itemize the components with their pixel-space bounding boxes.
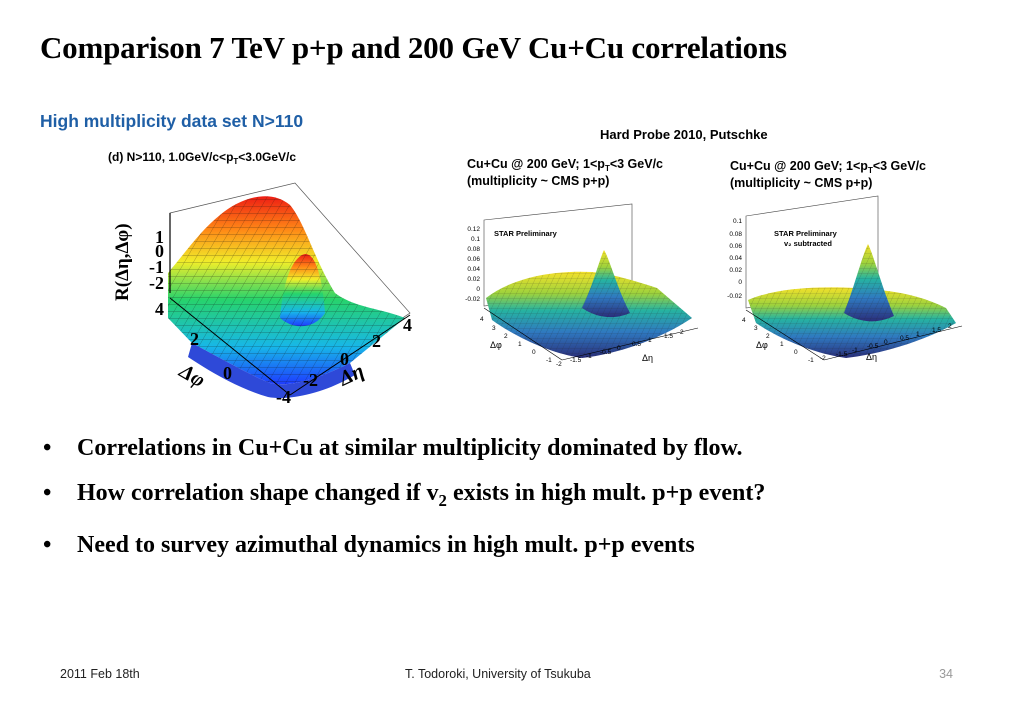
figure-left-phi-tick: 4 [155, 299, 164, 319]
figure-mid-ztick: 0 [476, 286, 480, 293]
figure-mid-caption-2: (multiplicity ~ CMS p+p) [467, 174, 609, 188]
figure-left-ztick: -2 [149, 273, 164, 293]
footer-page-number: 34 [939, 667, 953, 681]
figure-mid-phi-tick: 1 [518, 341, 522, 348]
figure-right-inner-label: STAR Preliminary [774, 229, 838, 238]
figure-right-ztick: 0.02 [729, 267, 742, 274]
figure-mid-eta-tick: -2 [556, 361, 562, 368]
figure-left-pp-correlation: (d) N>110, 1.0GeV/c<pT<3.0GeV/c 1 0 -1 -… [100, 143, 430, 413]
figure-mid-cucu-correlation: Cu+Cu @ 200 GeV; 1<pT<3 GeV/c (multiplic… [452, 148, 710, 373]
figure-right-eta-tick: -2 [820, 355, 826, 362]
figure-right-ztick: 0.04 [729, 255, 742, 262]
figure-left-ztick: 1 [155, 227, 164, 247]
figure-left-eta-tick: 4 [403, 315, 412, 335]
figure-right-eta-tick: -1 [852, 347, 858, 354]
figure-mid-phi-tick: 3 [492, 325, 496, 332]
figure-right-phi-tick: -1 [808, 357, 814, 364]
figure-mid-eta-tick: 1.5 [664, 333, 673, 340]
figure-right-ztick: 0.06 [729, 243, 742, 250]
figure-mid-ztick: 0.04 [467, 266, 480, 273]
figure-right-eta-tick: 1 [916, 331, 920, 338]
slide-subtitle: High multiplicity data set N>110 [40, 111, 304, 131]
figure-left-zlabel: R(Δη,Δφ) [112, 223, 133, 301]
figure-mid-phi-tick: -1 [546, 357, 552, 364]
figure-mid-eta-tick: 0.5 [632, 341, 641, 348]
figure-right-eta-tick: -0.5 [867, 343, 879, 350]
figure-mid-ztick: 0.12 [467, 226, 480, 233]
figure-left-eta-tick: -4 [276, 387, 291, 407]
slide-title: Comparison 7 TeV p+p and 200 GeV Cu+Cu c… [40, 30, 787, 65]
figure-right-phi-label: Δφ [756, 340, 768, 350]
figure-left-panel-label: (d) N>110, 1.0GeV/c<pT<3.0GeV/c [108, 150, 296, 166]
figure-right-eta-label: Δη [866, 352, 877, 362]
figure-mid-caption-1: Cu+Cu @ 200 GeV; 1<pT<3 GeV/c [467, 157, 663, 173]
figure-mid-phi-tick: 2 [504, 333, 508, 340]
figure-mid-ztick: -0.02 [465, 296, 480, 303]
figure-mid-ztick: 0.08 [467, 246, 480, 253]
figure-right-caption-1: Cu+Cu @ 200 GeV; 1<pT<3 GeV/c [730, 159, 926, 175]
figure-mid-eta-tick: 1 [648, 337, 652, 344]
figure-left-eta-tick: 0 [340, 349, 349, 369]
figure-right-ztick: 0.08 [729, 231, 742, 238]
bullet-item: • Need to survey azimuthal dynamics in hi… [40, 523, 765, 568]
bullet-dot-icon: • [43, 480, 52, 506]
figure-right-eta-tick: 0.5 [900, 335, 909, 342]
figure-left-svg: (d) N>110, 1.0GeV/c<pT<3.0GeV/c 1 0 -1 -… [108, 150, 412, 407]
figure-mid-svg: Cu+Cu @ 200 GeV; 1<pT<3 GeV/c (multiplic… [465, 157, 699, 368]
figure-left-phi-tick: 2 [190, 329, 199, 349]
figure-right-inner-label-2: v₂ subtracted [784, 239, 832, 248]
figure-right-phi-tick: 2 [766, 333, 770, 340]
bullet-dot-icon: • [43, 435, 52, 461]
footer-author: T. Todoroki, University of Tsukuba [405, 667, 591, 681]
figure-left-phi-tick: 0 [223, 363, 232, 383]
figure-right-eta-tick: -1.5 [836, 351, 848, 358]
figure-right-ztick: 0.1 [733, 218, 742, 225]
figure-left-base [188, 343, 355, 399]
bullet-list: • Correlations in Cu+Cu at similar multip… [40, 426, 765, 568]
figure-mid-ztick: 0.1 [471, 236, 480, 243]
bullet-dot-icon: • [43, 531, 52, 558]
figure-mid-eta-label: Δη [642, 353, 653, 363]
figure-right-phi-tick: 3 [754, 325, 758, 332]
figure-mid-ztick: 0.02 [467, 276, 480, 283]
figure-right-ztick: 0 [738, 279, 742, 286]
bullet-item: • Correlations in Cu+Cu at similar multip… [40, 426, 765, 471]
figure-left-eta-tick: -2 [303, 370, 318, 390]
figure-right-ztick: -0.02 [727, 293, 742, 300]
bullet-item: • How correlation shape changed if v2 exi… [40, 471, 765, 523]
figure-right-eta-tick: 0 [884, 339, 888, 346]
figure-credit: Hard Probe 2010, Putschke [600, 127, 768, 142]
figure-right-eta-tick: 1.5 [932, 327, 941, 334]
figure-left-ztick: -1 [149, 257, 164, 277]
figure-right-eta-tick: 2 [948, 323, 952, 330]
figure-mid-inner-label: STAR Preliminary [494, 229, 558, 238]
figure-mid-ztick: 0.06 [467, 256, 480, 263]
figure-right-cucu-v2-subtracted: Cu+Cu @ 200 GeV; 1<pT<3 GeV/c (multiplic… [716, 148, 974, 373]
figure-left-eta-tick: 2 [372, 331, 381, 351]
figure-mid-phi-tick: 0 [532, 349, 536, 356]
figure-right-phi-tick: 4 [742, 317, 746, 324]
figure-mid-phi-tick: 4 [480, 316, 484, 323]
figure-mid-eta-tick: -1.5 [570, 357, 582, 364]
figure-left-ztick: 0 [155, 241, 164, 261]
figure-right-svg: Cu+Cu @ 200 GeV; 1<pT<3 GeV/c (multiplic… [727, 159, 963, 364]
figure-mid-eta-tick: -0.5 [600, 349, 612, 356]
figure-right-caption-2: (multiplicity ~ CMS p+p) [730, 176, 872, 190]
figure-right-phi-tick: 1 [780, 341, 784, 348]
figure-mid-phi-label: Δφ [490, 340, 502, 350]
figure-mid-eta-tick: -1 [586, 353, 592, 360]
footer-date: 2011 Feb 18th [60, 667, 140, 681]
figure-mid-eta-tick: 2 [680, 329, 684, 336]
figure-mid-eta-tick: 0 [617, 345, 621, 352]
figure-right-phi-tick: 0 [794, 349, 798, 356]
